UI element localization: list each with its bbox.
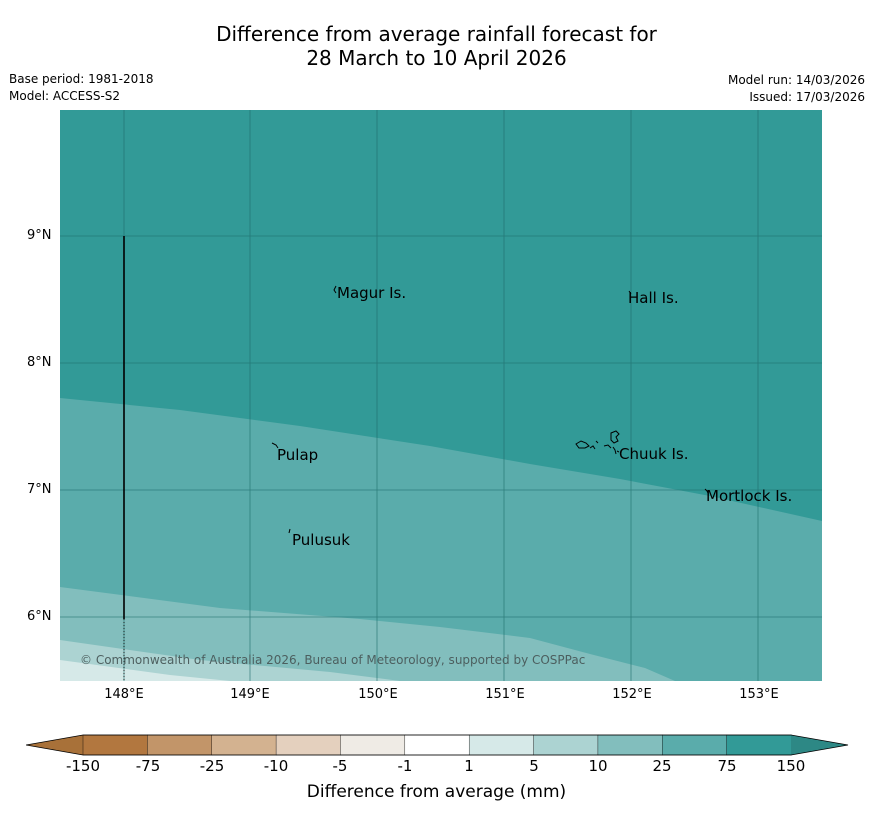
legend-swatch-8 [533,734,599,756]
forecast-map[interactable]: Magur Is. Hall Is. Pulap Chuuk Is. Mortl… [60,110,822,681]
meta-right: Model run: 14/03/2026 Issued: 17/03/2026 [728,72,865,106]
hall-island-shape [628,290,632,295]
legend-tick-4: -10 [263,757,289,775]
legend-tick-10: 25 [652,757,672,775]
lon-label-149e: 149°E [230,687,270,702]
lat-label-8n: 8°N [27,355,52,370]
band-5-10 [60,640,400,681]
legend-swatch-3 [211,734,277,756]
legend-swatch-9 [597,734,663,756]
lat-label-7n: 7°N [27,482,52,497]
base-period-text: Base period: 1981-2018 [9,72,154,86]
legend-swatch-11 [726,734,792,756]
graticule [60,110,822,681]
band-25-75 [60,398,822,681]
lon-label-148e: 148°E [104,687,144,702]
legend-swatch-1 [82,734,149,756]
issued-text: Issued: 17/03/2026 [749,90,865,104]
copyright-text: © Commonwealth of Australia 2026, Bureau… [80,653,586,667]
legend-outline [26,734,849,756]
legend-tick-8: 5 [529,757,539,775]
legend-arrow-high [791,735,848,755]
place-pulap: Pulap [277,446,319,464]
legend-tick-2: -75 [135,757,161,775]
meta-left: Base period: 1981-2018 Model: ACCESS-S2 [9,71,154,105]
island-outlines [271,285,709,534]
pulusuk-island-shape [288,528,291,534]
chart-title: Difference from average rainfall forecas… [0,22,873,70]
mortlock-island-shape [704,488,709,494]
legend-swatch-4 [275,734,342,756]
pulap-island-shape [271,442,279,449]
model-run-text: Model run: 14/03/2026 [727,73,865,87]
legend-tick-5: -5 [332,757,348,775]
magur-island-shape [333,285,337,294]
lat-label-6n: 6°N [27,609,52,624]
legend-swatch-7 [468,734,535,756]
legend-tick-9: 10 [588,757,608,775]
lon-label-150e: 150°E [358,687,398,702]
legend-title: Difference from average (mm) [306,782,567,802]
lon-label-152e: 152°E [612,687,652,702]
legend-tick-11: 75 [717,757,737,775]
legend-tick-1: -150 [65,757,101,775]
model-text: Model: ACCESS-S2 [9,89,121,103]
legend-swatch-5 [340,734,406,756]
legend-swatches [26,734,848,756]
place-hall-is: Hall Is. [628,289,679,307]
legend-swatch-2 [147,734,213,756]
legend-tick-3: -25 [199,757,225,775]
map-svg [60,110,822,681]
legend-tick-12: 150 [776,757,806,775]
lon-label-151e: 151°E [485,687,525,702]
title-line-2: 28 March to 10 April 2026 [306,46,567,70]
legend-arrow-low [26,735,83,755]
legend-colorbar [26,734,849,756]
legend-swatch-6 [404,734,470,756]
band-10-25 [60,587,675,681]
legend-tick-7: 1 [464,757,474,775]
lat-label-9n: 9°N [27,228,52,243]
lon-label-153e: 153°E [739,687,779,702]
title-line-1: Difference from average rainfall forecas… [216,22,657,46]
legend-tick-6: -1 [397,757,413,775]
legend-swatch-10 [662,734,728,756]
place-magur-is: Magur Is. [337,284,407,302]
chuuk-lagoon-shape [575,430,620,455]
band-1-5 [60,660,230,681]
place-pulusuk: Pulusuk [292,531,350,549]
place-mortlock-is: Mortlock Is. [706,487,793,505]
place-chuuk-is: Chuuk Is. [619,445,689,463]
